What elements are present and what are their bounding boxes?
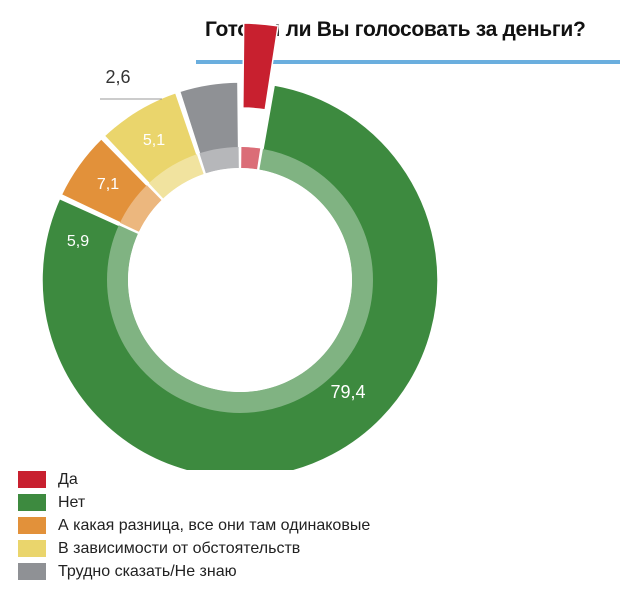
legend-item-depends: В зависимости от обстоятельств <box>18 537 370 560</box>
legend-swatch <box>18 517 46 534</box>
donut-chart: 79,4 5,9 7,1 5,1 2,6 <box>41 22 439 470</box>
band-overlay <box>107 147 373 413</box>
legend-swatch <box>18 494 46 511</box>
value-label-4: 5,1 <box>143 132 165 149</box>
segment-band-0 <box>241 147 261 170</box>
legend-label: А какая разница, все они там одинаковые <box>58 516 371 534</box>
value-label-1: 79,4 <box>330 382 365 402</box>
legend-item-da: Да <box>18 468 370 491</box>
legend-swatch <box>18 471 46 488</box>
value-label-3: 7,1 <box>97 176 119 193</box>
legend-swatch <box>18 563 46 580</box>
legend-label: Трудно сказать/Не знаю <box>58 562 237 580</box>
legend-item-dont-know: Трудно сказать/Не знаю <box>18 560 370 583</box>
segment-band-2 <box>119 185 162 232</box>
legend-item-net: Нет <box>18 491 370 514</box>
segment-band-4 <box>199 147 239 174</box>
chart-title: Готовы ли Вы голосовать за деньги? <box>205 18 586 41</box>
legend: Да Нет А какая разница, все они там один… <box>18 468 370 583</box>
legend-label: Нет <box>58 493 86 511</box>
value-label-2: 5,9 <box>67 233 89 250</box>
title-underline <box>196 60 620 64</box>
segment-0 <box>242 22 279 111</box>
legend-swatch <box>18 540 46 557</box>
legend-item-no-difference: А какая разница, все они там одинаковые <box>18 514 370 537</box>
legend-label: Да <box>58 470 78 488</box>
donut-hole <box>128 168 352 392</box>
inner-highlight-band <box>106 147 373 413</box>
value-label-0: 2,6 <box>105 67 130 87</box>
segment-band-3 <box>148 154 204 199</box>
donut-segments <box>41 22 439 470</box>
legend-label: В зависимости от обстоятельств <box>58 539 301 557</box>
